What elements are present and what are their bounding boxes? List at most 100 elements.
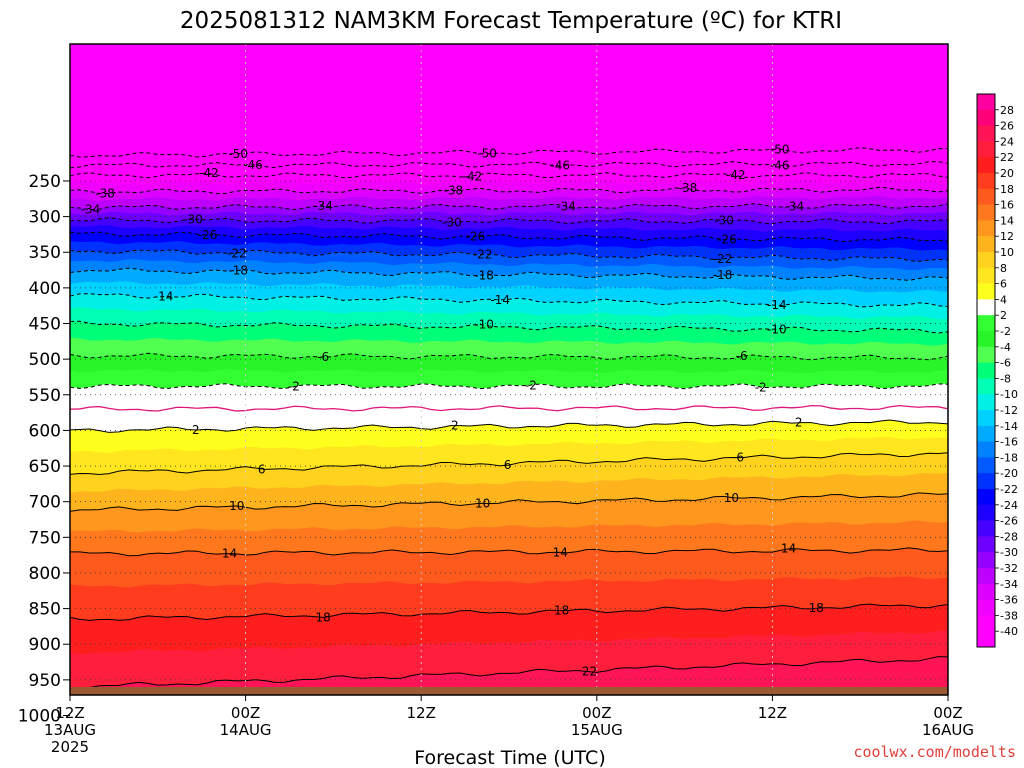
isotherm-line xyxy=(70,547,948,557)
isotherm-label: 18 xyxy=(316,610,331,624)
isotherm-line xyxy=(70,352,948,361)
isotherm-label: -2 xyxy=(525,378,537,392)
colorbar-swatch xyxy=(977,410,995,427)
colorbar-label: -22 xyxy=(1000,483,1018,496)
y-tick-label: 550 xyxy=(29,386,61,406)
isotherm-line xyxy=(70,293,948,308)
colorbar-label: 24 xyxy=(1000,135,1014,148)
isotherm-label: 6 xyxy=(504,458,512,472)
isotherm-label: 10 xyxy=(475,496,490,510)
colorbar-label: -36 xyxy=(1000,594,1018,607)
colorbar-label: -26 xyxy=(1000,515,1018,528)
colorbar-swatch xyxy=(977,504,995,522)
colorbar-swatch xyxy=(977,378,995,395)
isotherm-label: -34 xyxy=(81,203,101,217)
credit-text: coolwx.com/modelts xyxy=(853,743,1016,761)
isotherm-line xyxy=(70,603,948,621)
y-tick-label: 300 xyxy=(29,208,61,228)
x-axis-label: Forecast Time (UTC) xyxy=(414,747,605,768)
isotherm-label: -10 xyxy=(767,322,787,336)
isotherm-label: -30 xyxy=(183,212,203,226)
ground-below-surface xyxy=(70,686,948,695)
isotherm-line xyxy=(70,203,948,211)
x-tick-label: 12Z xyxy=(55,704,84,722)
colorbar-label: -18 xyxy=(1000,451,1018,464)
isotherm-label: -42 xyxy=(199,166,219,180)
colorbar-label: 6 xyxy=(1000,278,1007,291)
isotherm-label: -34 xyxy=(785,199,805,213)
isotherm-labels: -50 -50 -50-46 -46 -46-42 -42 -42-38 -38 -38-34-… xyxy=(81,142,824,678)
isotherm-label: 6 xyxy=(736,451,744,465)
isotherm-line xyxy=(70,419,948,433)
x-tick-label: 00Z xyxy=(231,704,260,722)
y-tick-label: 900 xyxy=(29,635,61,655)
isotherm-label: -50 xyxy=(770,142,790,156)
isotherm-label: -30 xyxy=(714,213,734,227)
colorbar-label: -32 xyxy=(1000,562,1018,575)
isotherm-line xyxy=(70,147,948,158)
isotherm-label: -46 xyxy=(770,159,790,173)
isotherm-label: 10 xyxy=(229,499,244,513)
colorbar-label: -30 xyxy=(1000,546,1018,559)
isotherm-label: 2 xyxy=(451,419,459,433)
y-tick-label: 700 xyxy=(29,493,61,513)
chart-title: 2025081312 NAM3KM Forecast Temperature (… xyxy=(180,8,842,34)
isotherm-line xyxy=(70,172,948,179)
y-tick-label: 250 xyxy=(29,172,61,192)
isotherm-label: -38 xyxy=(678,181,698,195)
y-tick-label: 400 xyxy=(29,279,61,299)
isotherm-label: -10 xyxy=(474,317,494,331)
colorbar-swatch xyxy=(977,125,995,142)
isotherm-label: -2 xyxy=(755,380,767,394)
colorbar-label: -24 xyxy=(1000,499,1018,512)
isotherm-line xyxy=(70,492,948,512)
colorbar-swatch xyxy=(977,204,995,221)
isotherm-label: -26 xyxy=(198,228,218,242)
colorbar-label: -38 xyxy=(1000,609,1018,622)
isotherm-label: -42 xyxy=(726,168,746,182)
isotherm-line xyxy=(70,383,948,390)
colorbar-swatch xyxy=(977,568,995,585)
colorbar-label: -2 xyxy=(1000,325,1011,338)
isotherm-label: 14 xyxy=(222,547,237,561)
x-tick-label: 16AUG xyxy=(922,721,974,739)
freezing-line xyxy=(70,404,948,412)
isotherm-label: -34 xyxy=(313,199,333,213)
x-tick-label: 00Z xyxy=(933,704,962,722)
isotherm-line xyxy=(70,452,948,475)
isotherm-line xyxy=(70,249,948,262)
colorbar-label: -16 xyxy=(1000,436,1018,449)
colorbar-swatch xyxy=(977,457,995,474)
y-tick-label: 500 xyxy=(29,350,61,370)
y-tick-label: 650 xyxy=(29,457,61,477)
isotherm-label: -2 xyxy=(288,380,300,394)
colorbar-label: 22 xyxy=(1000,151,1014,164)
colorbar-label: -20 xyxy=(1000,467,1018,480)
isotherm-label: -14 xyxy=(490,293,510,307)
colorbar-swatch xyxy=(977,188,995,206)
isotherm-label: 18 xyxy=(809,601,824,615)
isotherm-label: -18 xyxy=(474,268,494,282)
isotherm-label: -30 xyxy=(442,215,462,229)
isotherm-line xyxy=(70,231,948,243)
x-tick-label: 15AUG xyxy=(571,721,623,739)
isotherm-label: 14 xyxy=(781,541,796,555)
isotherm-label: 14 xyxy=(553,545,568,559)
colorbar-label: -28 xyxy=(1000,530,1018,543)
colorbar-label: 12 xyxy=(1000,230,1014,243)
y-tick-label: 600 xyxy=(29,421,61,441)
y-tick-label: 750 xyxy=(29,528,61,548)
y-tick-label: 950 xyxy=(29,671,61,691)
x-tick-label: 14AUG xyxy=(220,721,272,739)
colorbar-label: -12 xyxy=(1000,404,1018,417)
colorbar-swatch xyxy=(977,315,995,332)
x-tick-label: 12Z xyxy=(758,704,787,722)
colorbar-swatch xyxy=(977,236,995,253)
colorbar-label: -6 xyxy=(1000,357,1011,370)
x-tick-label: 2025 xyxy=(51,738,89,756)
isotherm-label: 2 xyxy=(192,423,200,437)
colorbar-label: 16 xyxy=(1000,199,1014,212)
colorbar-label: 10 xyxy=(1000,246,1014,259)
isotherm-label: -26 xyxy=(717,233,737,247)
colorbar-label: 8 xyxy=(1000,262,1007,275)
